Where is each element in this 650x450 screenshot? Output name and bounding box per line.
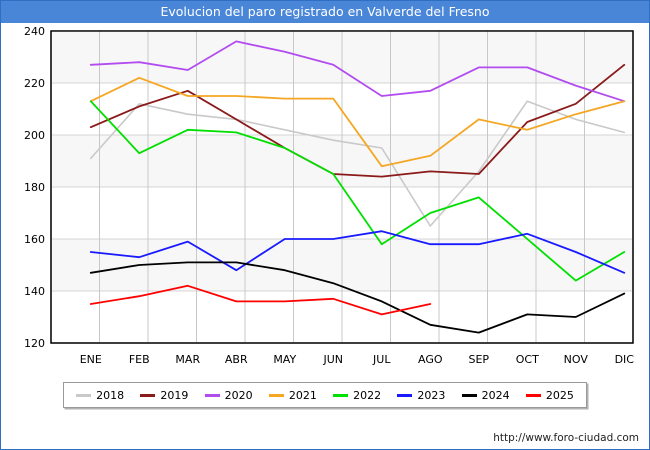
svg-text:DIC: DIC <box>615 353 635 366</box>
svg-text:120: 120 <box>24 337 45 350</box>
gridlines <box>51 31 633 343</box>
svg-text:JUN: JUN <box>323 353 344 366</box>
svg-text:SEP: SEP <box>468 353 489 366</box>
svg-text:OCT: OCT <box>516 353 539 366</box>
series-line-2025 <box>89 284 432 316</box>
svg-text:JUL: JUL <box>372 353 391 366</box>
series-line-2020 <box>89 40 626 103</box>
svg-text:FEB: FEB <box>129 353 150 366</box>
legend-item-2025[interactable]: 2025 <box>525 388 574 402</box>
legend-label: 2020 <box>224 388 253 402</box>
svg-text:220: 220 <box>24 77 45 90</box>
legend-swatch-icon <box>76 393 92 397</box>
legend-item-2020[interactable]: 2020 <box>204 388 253 402</box>
x-axis-tick-labels: ENE FEB MAR ABR MAY JUN JUL AGO SEP OCT NOV DIC <box>80 353 635 366</box>
chart-legend: 2018 2019 2020 2021 2022 2023 2024 2025 <box>63 382 587 408</box>
svg-text:240: 240 <box>24 25 45 38</box>
legend-item-2022[interactable]: 2022 <box>333 389 381 402</box>
legend-label: 2018 <box>96 388 125 402</box>
svg-text:MAR: MAR <box>175 353 200 366</box>
legend-item-2018[interactable]: 2018 <box>76 389 124 402</box>
svg-text:NOV: NOV <box>564 353 589 366</box>
source-url: http://www.foro-ciudad.com <box>493 432 639 444</box>
svg-text:180: 180 <box>24 181 45 194</box>
chart-area: 240 220 200 180 160 140 120 ENE FEB MAR ABR MAY JUN… <box>1 23 649 449</box>
legend-swatch-icon <box>268 393 284 397</box>
series-line-2024 <box>89 261 626 334</box>
legend-item-2021[interactable]: 2021 <box>268 388 317 402</box>
legend-swatch-icon <box>397 393 413 397</box>
legend-swatch-icon <box>461 393 477 397</box>
legend-swatch-icon <box>140 393 156 397</box>
svg-text:MAY: MAY <box>273 353 296 366</box>
series-line-2018 <box>89 100 626 227</box>
legend-swatch-icon <box>333 393 349 397</box>
legend-label: 2025 <box>545 388 574 402</box>
legend-label: 2024 <box>481 388 510 402</box>
legend-item-2024[interactable]: 2024 <box>461 388 510 402</box>
series-line-2023 <box>89 230 626 274</box>
svg-text:200: 200 <box>24 129 45 142</box>
legend-label: 2021 <box>288 388 317 402</box>
series-line-2021 <box>89 76 626 168</box>
legend-swatch-icon <box>525 393 541 397</box>
svg-text:ENE: ENE <box>80 353 102 366</box>
svg-text:140: 140 <box>24 285 45 298</box>
legend-item-2019[interactable]: 2019 <box>140 389 188 402</box>
svg-text:ABR: ABR <box>225 353 248 366</box>
svg-text:160: 160 <box>24 233 45 246</box>
data-series-lines <box>50 30 634 344</box>
legend-item-2023[interactable]: 2023 <box>397 389 445 402</box>
line-chart-plot: 240 220 200 180 160 140 120 ENE FEB MAR ABR MAY JUN… <box>24 25 635 366</box>
y-axis-tick-labels: 240 220 200 180 160 140 120 <box>24 25 45 350</box>
legend-label: 2023 <box>417 388 446 402</box>
legend-swatch-icon <box>204 393 220 397</box>
window-title: Evolucion del paro registrado en Valverd… <box>1 1 649 23</box>
series-line-2022 <box>89 100 626 282</box>
legend-label: 2022 <box>353 388 382 402</box>
svg-text:AGO: AGO <box>418 353 443 366</box>
legend-label: 2019 <box>160 388 189 402</box>
